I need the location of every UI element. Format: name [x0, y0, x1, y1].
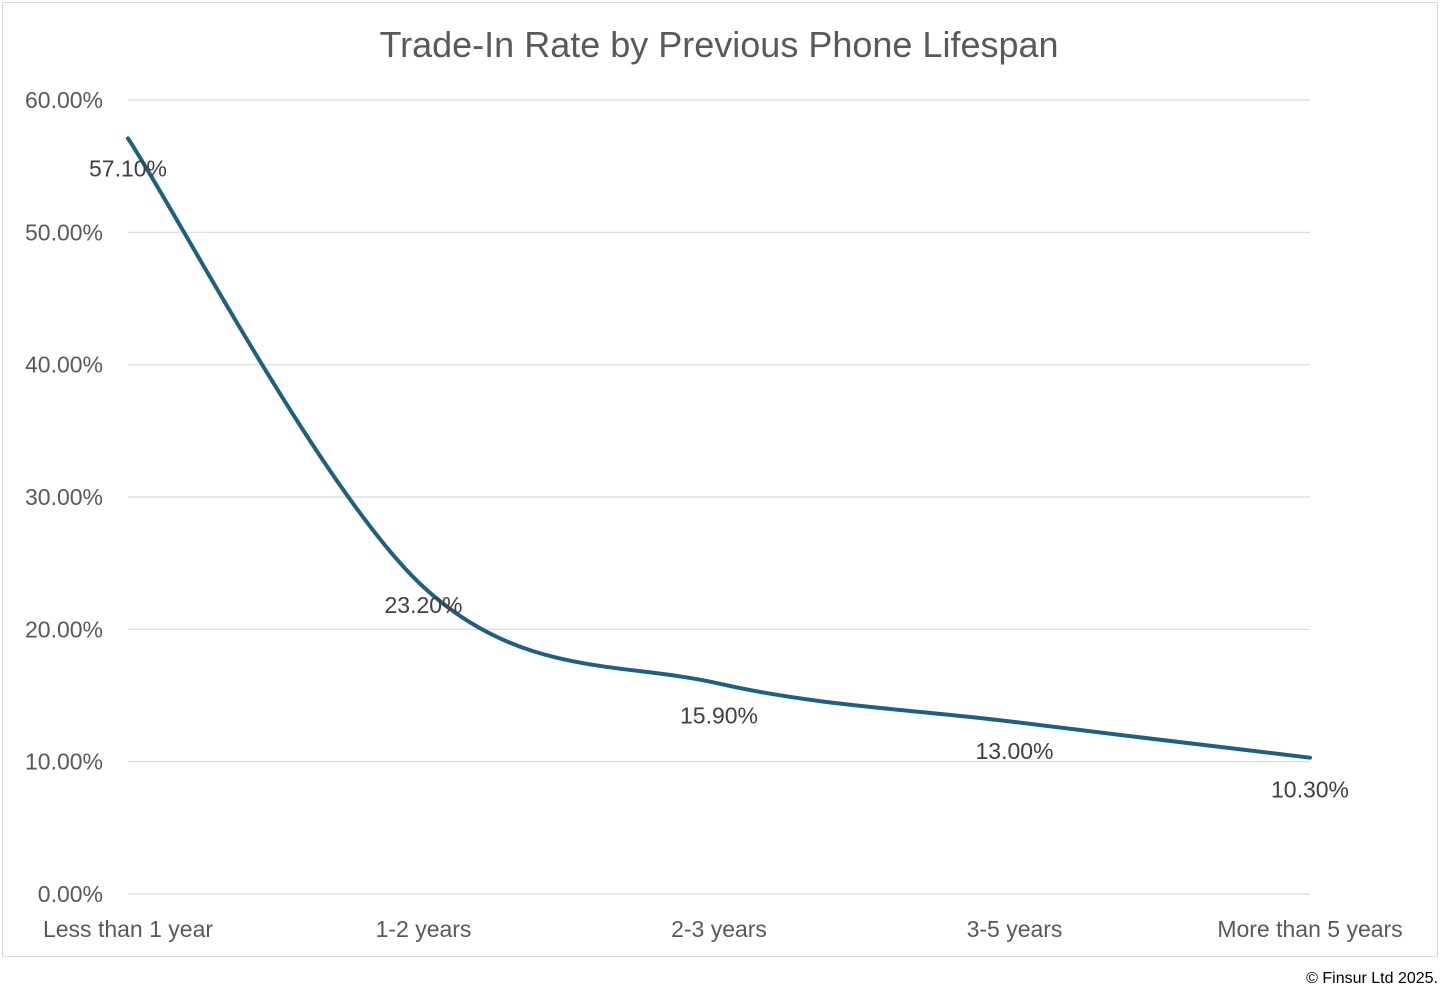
x-tick-label: 1-2 years — [376, 916, 472, 942]
x-tick-label: 2-3 years — [671, 916, 767, 942]
y-tick-label: 0.00% — [38, 881, 103, 907]
copyright-notice: © Finsur Ltd 2025. — [1306, 970, 1438, 987]
x-tick-label: 3-5 years — [967, 916, 1063, 942]
y-tick-label: 20.00% — [25, 616, 103, 642]
chart-frame — [2, 2, 1438, 957]
series-layer — [126, 136, 1312, 760]
y-axis-tick-labels: 0.00% 10.00% 20.00% 30.00% 40.00% 50.00% 60.00… — [25, 87, 103, 907]
data-label: 23.20% — [384, 592, 462, 618]
data-label: 57.10% — [89, 155, 167, 181]
y-tick-label: 40.00% — [25, 352, 103, 378]
gridlines — [128, 99, 1310, 895]
x-tick-label: More than 5 years — [1217, 916, 1402, 942]
y-tick-label: 30.00% — [25, 484, 103, 510]
data-labels: 57.10% 23.20% 15.90% 13.00% 10.30% — [89, 155, 1349, 802]
x-axis-tick-labels: Less than 1 year 1-2 years 2-3 years 3-5 ye… — [43, 916, 1403, 942]
data-label: 10.30% — [1271, 777, 1349, 803]
y-tick-label: 60.00% — [25, 87, 103, 113]
chart-title: Trade-In Rate by Previous Phone Lifespan — [379, 24, 1058, 65]
y-tick-label: 10.00% — [25, 749, 103, 775]
y-tick-label: 50.00% — [25, 219, 103, 245]
x-tick-label: Less than 1 year — [43, 916, 213, 942]
data-label: 13.00% — [975, 738, 1053, 764]
data-label: 15.90% — [680, 703, 758, 729]
series-line — [126, 136, 1312, 760]
